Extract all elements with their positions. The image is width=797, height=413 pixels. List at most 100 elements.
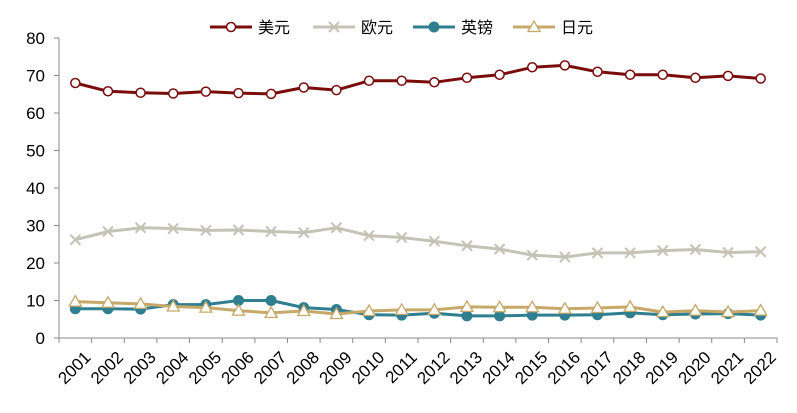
x-tick-label: 2008 [283, 348, 323, 388]
y-tick-label: 10 [26, 292, 45, 311]
data-point [722, 70, 734, 82]
data-point [592, 66, 603, 77]
legend-item: 欧元 [313, 18, 393, 37]
data-point [232, 224, 245, 236]
data-point [493, 243, 506, 255]
data-point [133, 296, 148, 310]
y-tick-label: 60 [26, 104, 45, 123]
data-point [69, 234, 82, 246]
x-stroke [330, 222, 343, 234]
data-point [200, 224, 212, 237]
x-tick-label: 2010 [348, 348, 388, 388]
data-point [655, 304, 670, 318]
data-point [753, 303, 768, 316]
data-point [329, 306, 344, 320]
data-point [559, 60, 571, 71]
data-point [265, 225, 277, 238]
data-point [68, 294, 83, 307]
x-stroke [428, 235, 441, 247]
data-point [167, 88, 179, 99]
data-point [754, 246, 767, 258]
data-point [100, 295, 116, 308]
x-stroke [722, 246, 734, 259]
x-stroke [395, 231, 408, 244]
x-tick-label: 2001 [54, 348, 94, 388]
data-point [330, 222, 343, 234]
x-stroke [493, 243, 506, 255]
data-point [394, 302, 409, 316]
data-point [590, 300, 605, 314]
legend-label: 日元 [561, 18, 593, 37]
legend-marker [225, 21, 237, 33]
x-tick-label: 2022 [740, 348, 780, 388]
y-tick-label: 80 [26, 29, 45, 48]
series-layer [68, 60, 768, 322]
x-stroke [328, 21, 340, 33]
series-line [75, 299, 761, 318]
x-stroke [754, 246, 767, 258]
data-point [428, 235, 441, 247]
data-point [265, 295, 277, 306]
x-stroke [526, 249, 538, 261]
data-point [265, 88, 277, 100]
x-stroke [102, 225, 114, 238]
x-stroke [232, 224, 245, 236]
x-stroke [265, 225, 277, 238]
data-point [233, 87, 244, 99]
x-tick-label: 2004 [152, 348, 192, 388]
y-tick-label: 40 [26, 179, 45, 198]
series-4 [68, 294, 768, 320]
data-point [395, 231, 408, 244]
data-point [689, 243, 702, 256]
data-point [461, 310, 473, 322]
legend: 美元 欧元 英镑 日元 [210, 18, 593, 37]
x-stroke [363, 229, 375, 242]
data-point [557, 301, 572, 314]
x-tick-label: 2019 [642, 348, 682, 388]
x-tick-label: 2002 [87, 348, 127, 388]
y-tick-label: 20 [26, 254, 45, 273]
legend-marker [526, 19, 542, 33]
data-point [526, 62, 538, 73]
series-2 [69, 222, 767, 263]
x-tick-label: 2011 [382, 348, 421, 387]
x-tick-label: 2009 [315, 348, 355, 388]
x-stroke [591, 247, 604, 259]
legend-item: 日元 [513, 18, 593, 37]
data-point [623, 299, 638, 313]
legend-item: 英镑 [413, 18, 493, 37]
data-point [134, 222, 147, 234]
legend-item: 美元 [210, 18, 290, 37]
x-stroke [624, 247, 636, 259]
data-point [396, 75, 407, 86]
data-point [296, 303, 311, 317]
legend-label: 英镑 [461, 18, 493, 37]
x-tick-label: 2003 [120, 348, 160, 388]
data-point [624, 247, 636, 259]
series-line [74, 63, 761, 96]
x-tick-label: 2016 [544, 348, 584, 388]
x-tick-label: 2017 [577, 348, 617, 388]
data-point [231, 303, 246, 316]
data-point [167, 222, 179, 235]
x-stroke [657, 244, 669, 257]
data-point [591, 247, 604, 259]
series-1 [70, 60, 766, 100]
data-point [461, 240, 473, 252]
data-point [166, 299, 181, 312]
data-point [492, 299, 507, 313]
x-stroke [298, 226, 310, 239]
data-point [331, 84, 342, 96]
data-point [427, 302, 442, 316]
x-tick-label: 2014 [479, 348, 519, 388]
x-tick-label: 2018 [609, 348, 649, 388]
x-stroke [167, 222, 179, 235]
x-tick-label: 2007 [250, 348, 290, 388]
x-tick-label: 2015 [511, 348, 551, 388]
legend-label: 美元 [258, 18, 290, 37]
data-point [363, 229, 375, 242]
data-point [200, 86, 212, 97]
data-point [459, 299, 475, 313]
data-point [363, 75, 375, 86]
